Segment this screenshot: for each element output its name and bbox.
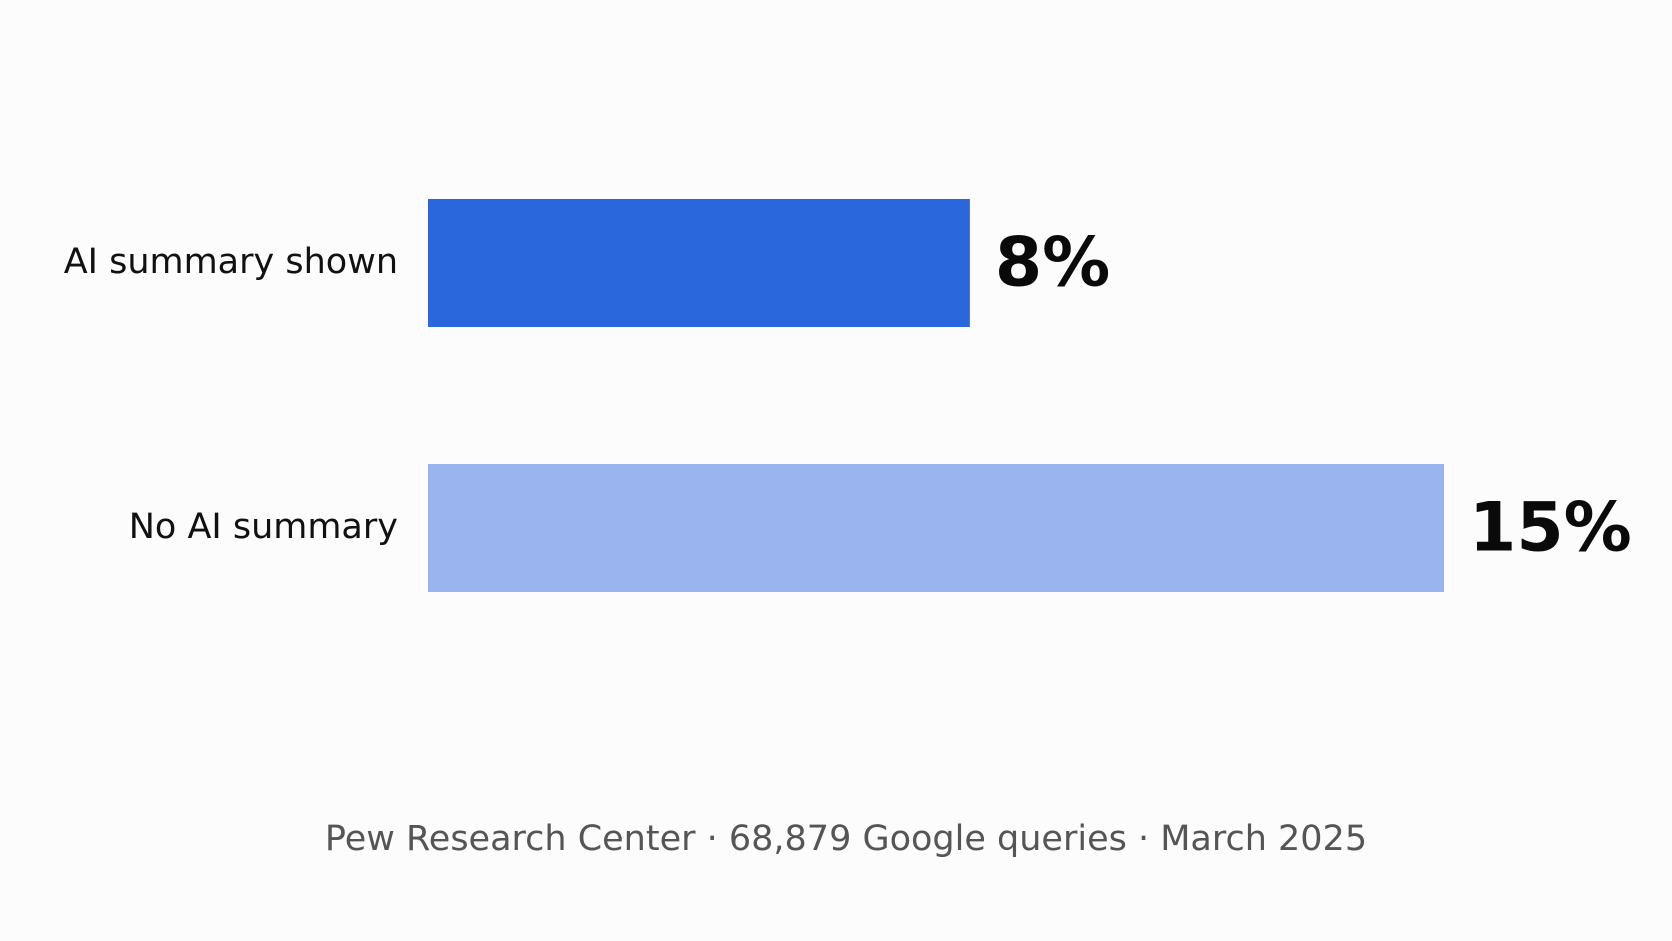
- value-label: 8%: [995, 224, 1110, 303]
- footnote: Pew Research Center · 68,879 Google quer…: [325, 819, 1367, 859]
- bar: [428, 464, 1444, 592]
- value-label: 15%: [1469, 489, 1632, 568]
- bar: [428, 199, 970, 327]
- category-label: AI summary shown: [64, 242, 398, 282]
- category-label: No AI summary: [129, 507, 398, 547]
